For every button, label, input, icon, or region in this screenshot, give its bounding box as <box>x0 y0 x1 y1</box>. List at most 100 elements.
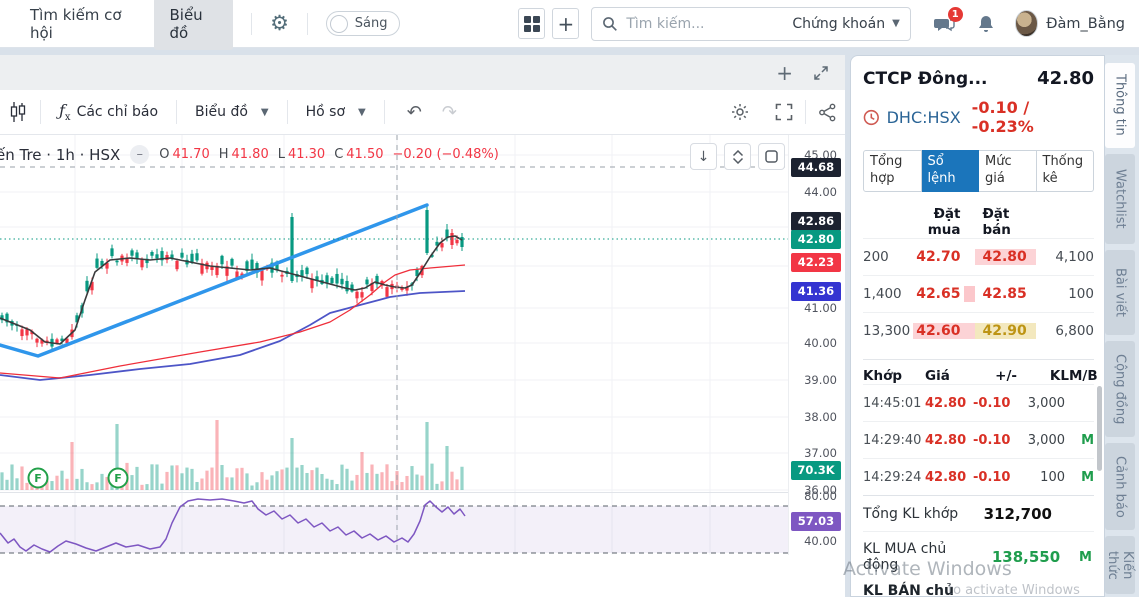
panel-tab[interactable]: Sổ lệnh <box>921 150 979 192</box>
chevron-down-icon: ▼ <box>260 106 269 118</box>
trade-row[interactable]: 14:29:24 42.80 -0.10 100 M <box>863 458 1094 495</box>
price-badge: 57.03 <box>791 511 841 531</box>
collapse-pane-button[interactable] <box>724 143 751 170</box>
username: Đàm_Bằng <box>1046 15 1125 32</box>
side-tab-2[interactable]: Watchlist <box>1105 153 1135 245</box>
svg-text:F: F <box>34 472 42 485</box>
theme-toggle[interactable]: Sáng <box>325 11 401 36</box>
change-value: −0.20 (−0.48%) <box>392 147 499 162</box>
ticker-symbol[interactable]: DHC:HSX <box>886 107 961 127</box>
divider <box>40 100 41 124</box>
price-badge: 41.36 <box>791 281 841 301</box>
settings-gear-icon[interactable]: ⚙ <box>270 11 289 35</box>
chart-settings-gear-icon[interactable] <box>730 102 750 122</box>
fullscreen-icon[interactable] <box>775 103 793 121</box>
total-volume-row: Tổng KL khớp 312,700 <box>863 495 1094 531</box>
side-tab-4[interactable]: Cộng đồng <box>1105 340 1135 437</box>
panel-tab[interactable]: Thống kê <box>1036 150 1094 192</box>
price-badge: 42.86 <box>791 211 841 231</box>
maximize-icon <box>765 150 778 163</box>
trades-header: Khớp Giá +/- KL M/B <box>863 359 1098 384</box>
side-tab-1[interactable]: Thông tin <box>1105 63 1135 148</box>
redo-button[interactable]: ↷ <box>441 101 457 123</box>
chart-menu-label: Biểu đồ <box>195 104 248 120</box>
price-badge: 70.3K <box>791 460 841 480</box>
chart-module: + ƒx Các chỉ báo Biểu đồ ▼ Hồ sơ ▼ ↶ ↷ <box>0 55 845 597</box>
avatar[interactable] <box>1014 10 1039 37</box>
order-book-header: Đặt mua Đặt bán <box>863 206 1094 238</box>
plus-icon: + <box>557 11 575 36</box>
indicators-button[interactable]: ƒx Các chỉ báo <box>53 97 164 127</box>
price-axis-label: 41.00 <box>804 301 837 315</box>
toggle-knob-icon <box>329 14 348 33</box>
price-axis-label: 39.00 <box>804 373 837 387</box>
profile-menu-button[interactable]: Hồ sơ ▼ <box>300 100 372 124</box>
maximize-pane-button[interactable] <box>758 143 785 170</box>
price-axis[interactable]: 45.0044.0042.0041.0040.0039.0038.0037.00… <box>788 135 845 555</box>
buy-side-badge: M <box>1079 549 1092 565</box>
price-axis-label: 40.00 <box>804 336 837 350</box>
chevron-down-icon: ▼ <box>358 106 366 118</box>
right-sidebar-tabs: Thông tin Watchlist Bài viết Cộng đồng Cảnh … <box>1105 55 1139 597</box>
divider <box>176 100 178 124</box>
divider <box>383 100 385 124</box>
divider <box>306 12 308 35</box>
order-book-row[interactable]: 13,300 42.60 42.90 6,800 <box>863 312 1094 349</box>
last-price: 42.80 <box>1037 68 1094 89</box>
svg-text:F: F <box>114 472 122 485</box>
side-tab-3[interactable]: Bài viết <box>1105 250 1135 335</box>
collapse-legend-button[interactable]: – <box>130 145 150 164</box>
notifications-button[interactable] <box>977 14 995 34</box>
grid-icon <box>523 15 540 32</box>
profile-menu-label: Hồ sơ <box>305 104 346 120</box>
bell-icon <box>978 15 993 32</box>
scroll-down-button[interactable]: ↓ <box>690 143 717 170</box>
price-badge: 44.68 <box>791 157 841 177</box>
candlestick-style-icon[interactable] <box>8 101 28 123</box>
theme-toggle-label: Sáng <box>354 16 388 31</box>
panel-tab[interactable]: Mức giá <box>979 150 1037 192</box>
collapse-icon <box>732 149 743 164</box>
total-volume-value: 312,700 <box>983 505 1052 523</box>
side-tab-5[interactable]: Cảnh báo <box>1105 442 1135 531</box>
nav-chart-tab[interactable]: Biểu đồ <box>154 0 234 50</box>
search-input[interactable]: Tìm kiếm... Chứng khoán ▼ <box>591 6 911 41</box>
price-axis-label: 37.00 <box>804 446 837 460</box>
scrollbar[interactable] <box>1097 386 1102 471</box>
divider <box>286 100 288 124</box>
divider <box>805 100 806 124</box>
add-layout-button[interactable]: + <box>552 8 580 39</box>
chart-legend: ến Tre · 1h · HSX – O 41.70 H 41.80 L 41.30… <box>0 145 505 164</box>
symbol-title[interactable]: ến Tre · 1h · HSX <box>0 145 121 164</box>
divider <box>762 100 763 124</box>
pane-buttons: ↓ <box>690 143 785 170</box>
undo-button[interactable]: ↶ <box>406 101 422 123</box>
search-placeholder: Tìm kiếm... <box>626 15 705 32</box>
sell-volume-row: KL BÁN chủ <box>863 581 1094 596</box>
layout-grid-button[interactable] <box>518 8 546 39</box>
share-icon[interactable] <box>818 103 837 122</box>
search-category-select[interactable]: Chứng khoán <box>792 15 886 32</box>
buy-volume-row: KL MUA chủ động 138,550 M <box>863 531 1094 581</box>
order-book: 200 42.70 42.80 4,100 1,400 42.65 42.85 100 13,3… <box>863 238 1094 349</box>
total-volume-label: Tổng KL khớp <box>863 506 959 522</box>
side-tab-6[interactable]: Kiến thức <box>1105 536 1135 594</box>
indicators-label: Các chỉ báo <box>76 104 159 120</box>
trade-row[interactable]: 14:29:40 42.80 -0.10 3,000 M <box>863 421 1094 458</box>
order-book-row[interactable]: 1,400 42.65 42.85 100 <box>863 275 1094 312</box>
order-book-row[interactable]: 200 42.70 42.80 4,100 <box>863 238 1094 275</box>
trade-panel-tabs: Tổng hợp Sổ lệnh Mức giá Thống kê <box>863 150 1094 192</box>
nav-search-opportunities[interactable]: Tìm kiếm cơ hội <box>30 5 122 42</box>
expand-icon[interactable] <box>813 65 829 81</box>
panel-tab[interactable]: Tổng hợp <box>863 150 922 192</box>
messages-button[interactable]: 1 <box>933 6 963 34</box>
trade-row[interactable]: 14:45:01 42.80 -0.10 3,000 <box>863 384 1094 421</box>
chart-topstrip: + <box>0 55 845 90</box>
add-pane-icon[interactable]: + <box>776 60 793 85</box>
price-badge: 42.80 <box>791 229 841 249</box>
buy-volume-value: 138,550 <box>991 548 1061 566</box>
company-name[interactable]: CTCP Đông... <box>863 69 988 89</box>
chart-menu-button[interactable]: Biểu đồ ▼ <box>189 100 275 124</box>
